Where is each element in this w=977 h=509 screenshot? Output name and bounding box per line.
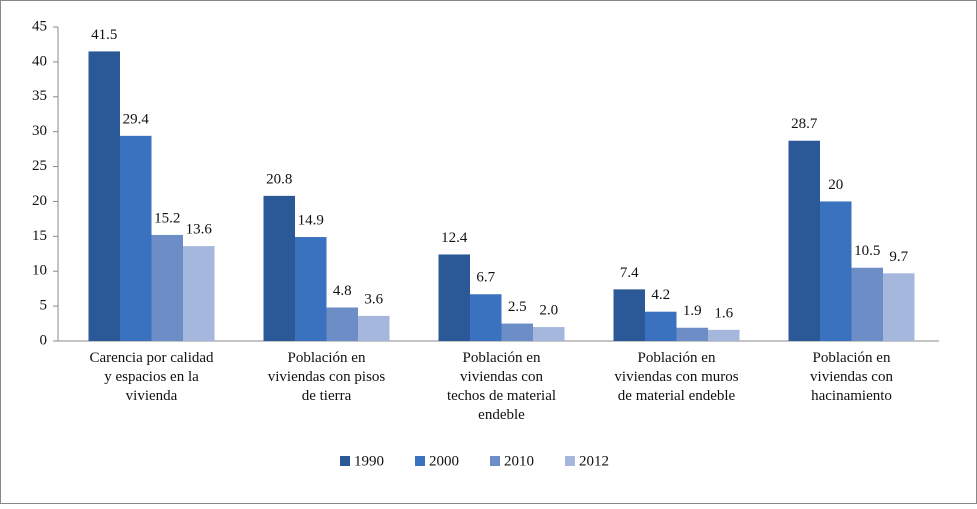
legend-label: 2012 — [579, 453, 609, 469]
legend-label: 2000 — [429, 453, 459, 469]
y-tick-label: 35 — [32, 88, 47, 104]
bar — [470, 294, 502, 341]
bar — [613, 289, 645, 341]
data-label: 28.7 — [791, 116, 818, 132]
x-tick-line: viviendas con — [810, 369, 893, 385]
legend-swatch — [565, 456, 575, 466]
bar — [120, 135, 152, 341]
legend-label: 2010 — [504, 453, 534, 469]
legend-swatch — [490, 456, 500, 466]
x-tick-line: viviendas con muros — [614, 369, 738, 385]
data-label: 2.5 — [508, 299, 527, 315]
x-tick-line: techos de material — [447, 388, 556, 404]
data-label: 20 — [828, 177, 843, 193]
bar — [358, 315, 390, 341]
bar — [851, 267, 883, 341]
data-label: 13.6 — [186, 222, 213, 238]
bar — [183, 246, 215, 341]
y-tick-label: 5 — [40, 298, 48, 314]
data-label: 4.8 — [333, 283, 352, 299]
x-tick-label: Población en viviendas con muros de materi… — [614, 350, 738, 404]
data-label: 1.9 — [683, 303, 702, 319]
bar — [326, 307, 358, 341]
legend-swatch — [340, 456, 350, 466]
bar — [438, 254, 470, 341]
x-tick-line: de material endeble — [618, 388, 736, 404]
data-label: 9.7 — [889, 249, 908, 265]
data-label: 10.5 — [854, 243, 880, 259]
x-tick-line: viviendas con — [460, 369, 543, 385]
data-label: 1.6 — [714, 305, 733, 321]
x-tick-line: vivienda — [126, 388, 178, 404]
bar — [533, 327, 565, 341]
legend-label: 1990 — [354, 453, 384, 469]
legend-swatch — [415, 456, 425, 466]
x-tick-line: Población en — [638, 350, 716, 366]
data-label: 41.5 — [91, 27, 117, 43]
x-tick-line: Población en — [463, 350, 541, 366]
data-label: 4.2 — [651, 287, 670, 303]
data-label: 6.7 — [476, 270, 495, 286]
x-tick-line: endeble — [478, 407, 525, 423]
y-tick-label: 30 — [32, 123, 47, 139]
x-tick-line: y espacios en la — [104, 369, 199, 385]
data-label: 20.8 — [266, 171, 292, 187]
bar — [263, 195, 295, 341]
x-tick-line: hacinamiento — [811, 388, 892, 404]
data-label: 3.6 — [364, 291, 383, 307]
y-tick-label: 40 — [32, 53, 47, 69]
x-tick-line: Población en — [813, 350, 891, 366]
x-tick-label: Población en viviendas con hacinamiento — [810, 350, 893, 404]
bar — [708, 329, 740, 341]
x-tick-label: Población en viviendas con pisos de tierra — [268, 350, 386, 404]
x-tick-line: Población en — [288, 350, 366, 366]
data-label: 2.0 — [539, 302, 558, 318]
y-tick-label: 10 — [32, 263, 47, 279]
y-tick-label: 15 — [32, 228, 47, 244]
y-tick-label: 0 — [40, 332, 48, 348]
y-tick-label: 45 — [32, 18, 47, 34]
bar — [820, 201, 852, 341]
bar — [645, 311, 677, 341]
data-label: 14.9 — [298, 212, 324, 228]
y-tick-label: 20 — [32, 193, 47, 209]
bar — [501, 323, 533, 341]
x-tick-label: Población en viviendas con techos de mater… — [447, 350, 556, 423]
x-tick-line: Carencia por calidad — [89, 350, 214, 366]
bar — [88, 51, 120, 342]
bar — [788, 140, 820, 341]
data-label: 15.2 — [154, 210, 180, 226]
data-label: 7.4 — [620, 265, 639, 281]
bar — [295, 237, 327, 341]
x-tick-line: de tierra — [302, 388, 352, 404]
data-label: 29.4 — [123, 111, 150, 127]
x-tick-line: viviendas con pisos — [268, 369, 386, 385]
x-tick-label: Carencia por calidad y espacios en la vivi… — [89, 350, 214, 404]
bar — [676, 327, 708, 341]
bar — [151, 234, 183, 341]
bar — [883, 273, 915, 341]
y-tick-label: 25 — [32, 158, 47, 174]
data-label: 12.4 — [441, 230, 468, 246]
